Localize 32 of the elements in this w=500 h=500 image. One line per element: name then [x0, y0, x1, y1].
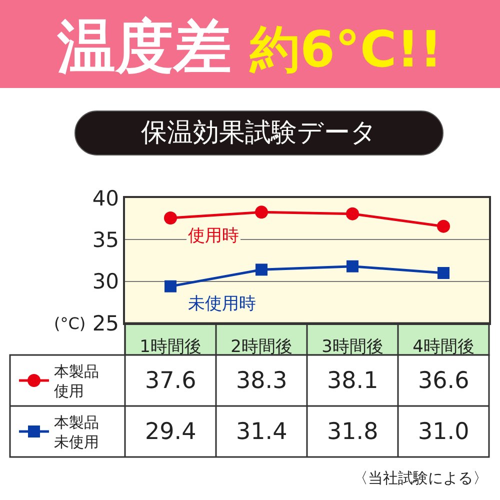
data-label: 38.1 [327, 368, 378, 394]
chart-title: 温度差 約6°C!! [56, 12, 442, 80]
x-tick-label: 3時間後 [322, 337, 384, 358]
y-tick-label: 35 [92, 228, 120, 252]
data-label: 38.3 [236, 368, 288, 394]
point [256, 264, 268, 276]
point [437, 220, 450, 233]
y-tick-label: 30 [92, 270, 120, 294]
legend-label: 本製品未使用 [54, 414, 99, 452]
data-label: 31.8 [327, 419, 378, 445]
point [346, 207, 359, 220]
y-tick-label: 40 [92, 186, 120, 210]
x-tick-label: 4時間後 [412, 337, 474, 358]
annotation: 使用時 [188, 226, 239, 246]
x-tick-label: 1時間後 [140, 337, 202, 358]
annotation: 未使用時 [188, 294, 256, 314]
y-tick-label: 25 [92, 311, 120, 336]
point [164, 280, 176, 292]
point [164, 212, 177, 224]
point [255, 206, 268, 219]
data-label: 36.6 [418, 368, 470, 394]
data-label: 29.4 [145, 419, 196, 445]
data-label: 37.6 [145, 368, 196, 394]
point [438, 267, 450, 279]
y-axis-title: (°C) [54, 314, 86, 333]
text: 〈当社試験による〉 [353, 469, 488, 487]
data-label: 31.4 [236, 419, 288, 445]
chart-subtitle: 保温効果試験データ [141, 118, 377, 148]
x-tick-label: 2時間後 [230, 337, 292, 358]
point [346, 260, 358, 272]
legend-label: 本製品使用 [54, 362, 99, 400]
data-label: 31.0 [418, 419, 470, 445]
